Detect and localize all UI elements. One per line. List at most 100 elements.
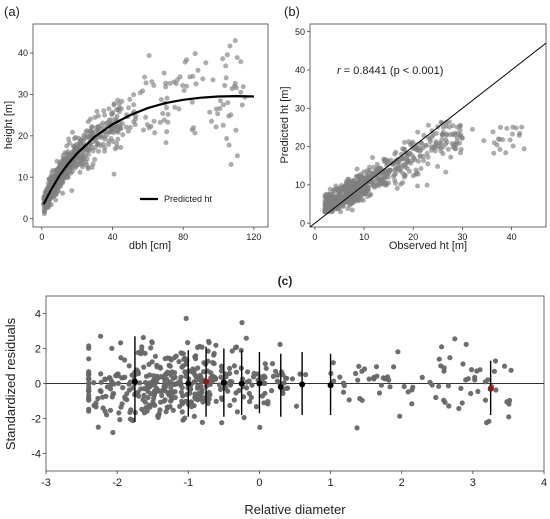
panel-c-x-label: Relative diameter	[244, 502, 346, 517]
panel-c-point	[441, 368, 447, 374]
panel-c-point	[161, 386, 167, 392]
panel-a-point	[65, 155, 71, 161]
panel-c-point	[86, 392, 92, 398]
panel-c-point	[239, 320, 245, 326]
panel-c-point	[243, 335, 249, 341]
panel-c-point	[122, 357, 128, 363]
panel-c-point	[275, 372, 281, 378]
panel-c-point	[162, 397, 168, 403]
panel-a-point	[114, 141, 120, 147]
panel-b-point	[354, 166, 360, 172]
panel-c-point	[191, 413, 197, 419]
panel-b-point	[382, 176, 388, 182]
panel-b-point	[349, 207, 355, 213]
panel-c-point	[257, 424, 263, 430]
panel-c-point	[183, 315, 189, 321]
panel-b-point	[366, 168, 372, 173]
panel-b-point	[453, 146, 459, 152]
panel-c-point	[356, 363, 362, 369]
panel-a-point	[64, 143, 70, 149]
panel-a-y-tick-label: 40	[18, 48, 28, 58]
panel-c-point	[188, 404, 194, 410]
panel-c-point	[177, 378, 183, 384]
panel-c-point	[136, 393, 142, 399]
panel-c-point	[206, 389, 212, 396]
panel-a-point	[200, 76, 206, 82]
panel-c-point	[506, 401, 512, 407]
panel-a-point	[234, 153, 240, 159]
panel-b-point	[402, 146, 408, 152]
panel-b-point	[335, 188, 341, 194]
panel-a-point	[99, 134, 105, 140]
panel-b-point	[503, 150, 509, 156]
panel-b-points	[322, 119, 527, 215]
panel-c-point	[227, 370, 233, 376]
panel-c-point	[140, 334, 146, 341]
panel-b-point	[433, 130, 439, 136]
panel-a-point	[131, 119, 137, 125]
panel-c-point	[118, 340, 124, 346]
panel-b-point	[415, 183, 421, 189]
panel-c-point	[297, 371, 303, 377]
panel-a-point	[177, 74, 183, 80]
panel-b-point	[448, 154, 454, 160]
panel-a-point	[84, 134, 90, 140]
panel-c-point	[409, 401, 415, 407]
panel-c-point	[251, 370, 257, 377]
panel-c-point	[506, 414, 512, 420]
panel-a-point	[161, 70, 167, 76]
panel-c-point	[219, 363, 225, 369]
panel-c-point	[472, 377, 478, 383]
panel-c-point	[199, 419, 205, 425]
panel-a-point	[164, 105, 170, 111]
panel-c-point	[283, 385, 289, 391]
panel-c-point	[192, 394, 198, 401]
panel-c-point	[118, 355, 124, 361]
panel-a-point	[49, 169, 55, 175]
panel-a-point	[164, 129, 170, 135]
panel-b-point	[445, 146, 451, 152]
panel-c-point	[209, 378, 215, 384]
panel-a-point	[143, 80, 149, 86]
panel-b-point	[494, 142, 500, 148]
panel-c-point	[115, 380, 121, 386]
panel-c-point	[293, 403, 300, 409]
panel-a-point	[151, 118, 157, 124]
panel-a-point	[187, 74, 193, 80]
panel-a-point	[94, 108, 100, 114]
panel-c-point	[179, 409, 185, 415]
panel-a-point	[158, 97, 164, 103]
panel-a-point	[120, 132, 126, 138]
panel-c-point	[269, 361, 276, 367]
panel-a-points	[41, 38, 248, 217]
panel-c-point	[177, 403, 183, 409]
panel-a-point	[95, 113, 101, 119]
panel-a-point	[83, 129, 89, 135]
panel-c-point	[373, 364, 380, 370]
panel-c-point	[355, 377, 361, 383]
panel-c-point	[262, 361, 268, 367]
panel-a-point	[125, 128, 131, 134]
panel-a-point	[223, 63, 229, 69]
panel-c-point	[337, 374, 343, 380]
panel-c-point	[183, 373, 189, 379]
panel-b-point	[350, 200, 356, 206]
panel-c-point	[386, 377, 392, 383]
panel-c-point	[447, 355, 453, 361]
panel-c-point	[213, 398, 219, 404]
panel-a-point	[77, 139, 83, 145]
panel-a-point	[90, 161, 96, 167]
panel-a-point	[222, 83, 228, 88]
panel-b-point	[427, 139, 433, 145]
panel-c-point	[284, 375, 290, 381]
panel-b-point	[425, 161, 431, 167]
panel-c-y-tick-label: 2	[35, 343, 41, 355]
panel-a-point	[54, 158, 60, 164]
panel-c-point	[86, 396, 92, 402]
panel-a-x-tick-label: 80	[178, 232, 188, 242]
panel-b-y-tick-label: 20	[295, 142, 305, 152]
panel-b-point	[394, 185, 400, 191]
error-bar-mean-marker	[185, 380, 192, 387]
panel-c-point	[227, 365, 233, 371]
panel-c-point	[211, 374, 217, 380]
